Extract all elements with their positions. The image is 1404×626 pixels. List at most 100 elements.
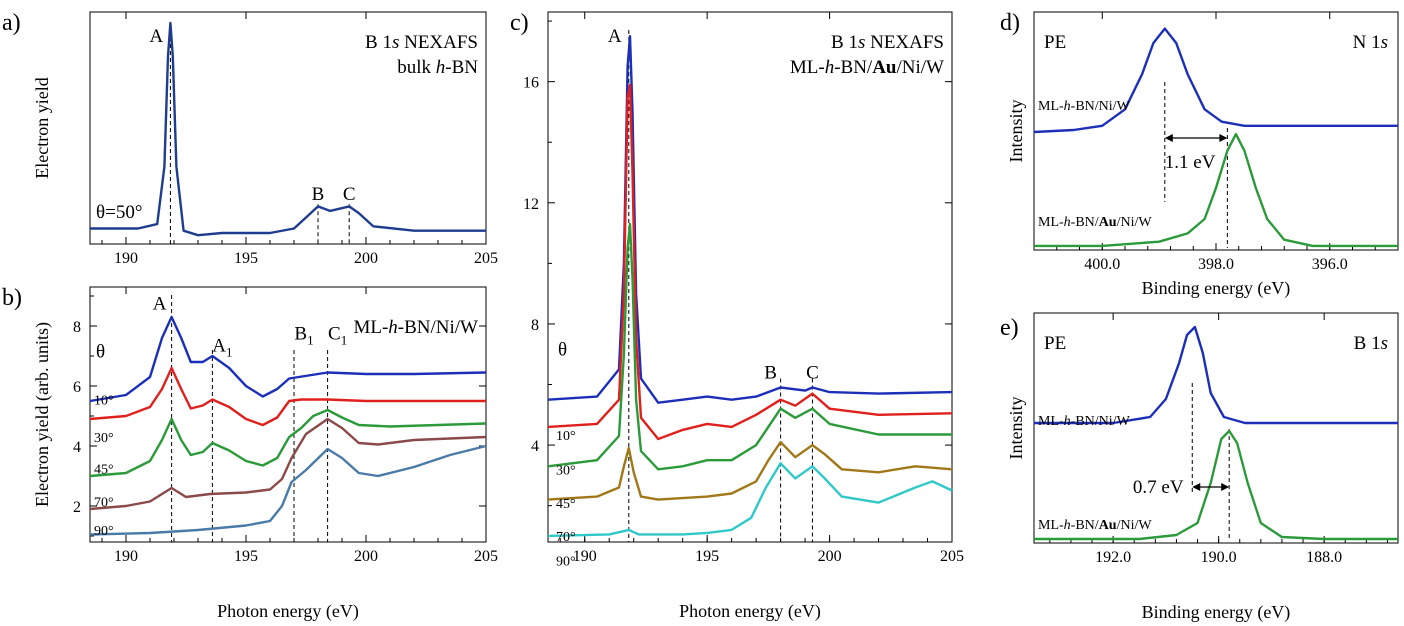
x-tick-label-b: 190 (114, 548, 138, 565)
plot-frame-b (89, 286, 487, 543)
panel-label-d: d) (1000, 10, 1020, 36)
x-tick-label-a: 205 (474, 250, 498, 267)
series-line-b-1 (89, 315, 487, 403)
x-tick-label-a: 195 (234, 250, 258, 267)
y-axis-label-b: Electron yield (arb. units) (32, 322, 53, 507)
annotation-subtitle: bulk h-BN (397, 57, 478, 78)
theta-label: θ=50° (96, 202, 142, 223)
series-label-top: ML-h-BN/Ni/W (1038, 99, 1131, 114)
angle-label-2: 30° (556, 464, 576, 479)
panel-label-c: c) (510, 10, 529, 36)
annotation-title: B 1s NEXAFS (831, 32, 944, 53)
x-tick-label-b: 195 (234, 548, 258, 565)
series-line-c-4 (547, 440, 953, 501)
series-line-b-3 (89, 408, 487, 478)
series-label-bottom: ML-h-BN/Au/Ni/W (1038, 518, 1152, 533)
series-line-b-2 (89, 366, 486, 427)
annotation-subtitle: ML-h-BN/Au/Ni/W (790, 57, 944, 78)
x-tick-label-b: 205 (474, 548, 498, 565)
x-tick-label-d: 396.0 (1312, 256, 1348, 273)
method-label: PE (1044, 333, 1066, 354)
plot-frame-e (1033, 312, 1399, 544)
peak-label-A: A (153, 294, 167, 315)
shift-value-label: 1.1 eV (1165, 152, 1216, 173)
x-tick-label-c: 205 (940, 548, 964, 565)
angle-label-5: 90° (94, 524, 114, 539)
series-line-c-2 (547, 83, 953, 441)
y-tick-label-b: 8 (73, 319, 81, 336)
angle-label-4: 70° (94, 496, 114, 511)
series-line-d-1 (1033, 27, 1398, 134)
x-tick-label-c: 190 (573, 548, 597, 565)
series-line-e-2 (1034, 429, 1398, 541)
x-tick-label-a: 200 (354, 250, 378, 267)
series-line-c-1 (547, 35, 953, 404)
peak-label-A: A (150, 26, 164, 47)
angle-label-5: 90° (556, 554, 576, 569)
peak-label-C: C (806, 362, 819, 383)
series-line-c-5 (547, 462, 953, 538)
core-level-label: N 1s (1353, 32, 1388, 53)
series-label-bottom: ML-h-BN/Au/Ni/W (1038, 215, 1152, 230)
y-axis-label-e: Intensity (1006, 397, 1026, 460)
arrowhead-right (1221, 483, 1230, 491)
x-axis-label-d: Binding energy (eV) (1142, 278, 1291, 299)
y-tick-label-b: 4 (73, 439, 81, 456)
angle-label-2: 30° (94, 431, 114, 446)
series-line-b-5 (89, 444, 487, 536)
series-line-d-2 (1034, 132, 1398, 248)
x-tick-label-e: 188.0 (1306, 549, 1342, 566)
y-axis-label-d: Intensity (1006, 100, 1026, 163)
x-tick-label-e: 192.0 (1095, 549, 1131, 566)
angle-label-1: 10° (94, 394, 114, 409)
angle-label-4: 70° (556, 530, 576, 545)
peak-label-B: B (312, 184, 325, 205)
y-tick-label-c: 16 (523, 75, 539, 92)
series-label-top: ML-h-BN/Ni/W (1038, 414, 1131, 429)
x-tick-label-c: 200 (818, 548, 842, 565)
peak-label-C1: C1 (328, 324, 347, 348)
arrowhead-left (1164, 134, 1173, 142)
method-label: PE (1044, 32, 1066, 53)
x-tick-label-d: 398.0 (1198, 256, 1234, 273)
series-line-e-1 (1034, 325, 1398, 425)
peak-label-B: B (764, 362, 777, 383)
shift-value-label: 0.7 eV (1133, 477, 1184, 498)
peak-label-A: A (608, 26, 622, 47)
y-axis-label-a: Electron yield (32, 77, 52, 178)
x-tick-label-c: 195 (695, 548, 719, 565)
annotation-title: ML-h-BN/Ni/W (353, 317, 478, 338)
y-tick-label-c: 8 (531, 317, 539, 334)
plot-frame-a (89, 11, 487, 245)
angle-label-1: 10° (556, 429, 576, 444)
core-level-label: B 1s (1354, 333, 1388, 354)
annotation-title: B 1s NEXAFS (365, 32, 478, 53)
y-tick-label-c: 4 (531, 438, 539, 455)
peak-label-B1: B1 (294, 324, 313, 348)
x-axis-label-b: Photon energy (eV) (217, 601, 359, 622)
arrowhead-left (1192, 483, 1201, 491)
angle-label-3: 45° (94, 463, 114, 478)
series-line-b-4 (89, 417, 487, 511)
y-tick-label-b: 2 (73, 499, 81, 516)
angle-label-3: 45° (556, 497, 576, 512)
panel-label-b: b) (2, 285, 22, 311)
y-tick-label-c: 12 (523, 196, 539, 213)
panel-label-e: e) (1000, 315, 1019, 341)
x-tick-label-a: 190 (114, 250, 138, 267)
theta-label: θ (96, 342, 105, 363)
series-line-c-3 (547, 222, 952, 471)
x-tick-label-e: 190.0 (1201, 549, 1237, 566)
theta-label: θ (558, 340, 567, 361)
peak-label-C: C (343, 184, 356, 205)
peak-label-A1: A1 (212, 336, 232, 360)
y-tick-label-b: 6 (73, 379, 81, 396)
x-tick-label-d: 400.0 (1084, 256, 1120, 273)
series-line-a-1 (90, 21, 486, 237)
x-axis-label-e: Binding energy (eV) (1142, 602, 1291, 623)
panel-label-a: a) (2, 10, 21, 36)
x-axis-label-c: Photon energy (eV) (679, 601, 821, 622)
x-tick-label-b: 200 (354, 548, 378, 565)
arrowhead-right (1219, 134, 1228, 142)
